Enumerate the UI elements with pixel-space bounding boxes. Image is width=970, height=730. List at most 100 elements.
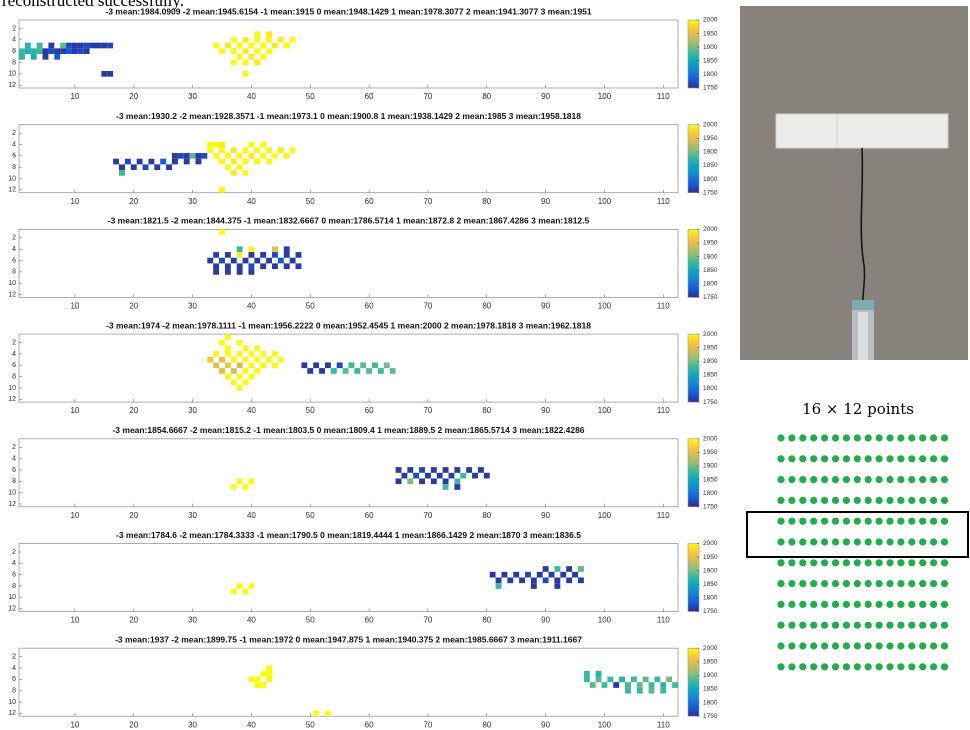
colorbar-tick-label: 1900 [703, 149, 718, 156]
heat-cell [43, 48, 49, 54]
heat-cell [360, 362, 366, 368]
colorbar-tick-label: 1800 [703, 385, 718, 392]
heat-cell [225, 252, 231, 258]
heat-cell [343, 368, 349, 374]
x-tick-label: 60 [365, 406, 374, 415]
x-tick-label: 90 [541, 511, 550, 520]
heat-cell [213, 43, 219, 49]
heat-cell [260, 351, 266, 357]
grid-dot [897, 518, 904, 525]
grid-dot [897, 538, 904, 545]
heat-cell [537, 572, 543, 578]
heat-cell [207, 258, 213, 264]
heat-cell [201, 153, 207, 159]
heat-cell [231, 379, 237, 385]
heat-cell [331, 368, 337, 374]
heat-cell [254, 258, 260, 264]
heat-cell [37, 48, 43, 54]
grid-dot [908, 663, 915, 670]
x-tick-label: 70 [423, 720, 432, 729]
colorbar-tick-label: 1900 [703, 463, 718, 470]
y-tick-label: 2 [12, 549, 16, 556]
y-tick-label: 2 [12, 444, 16, 451]
x-tick-label: 10 [70, 616, 79, 625]
grid-dot [886, 497, 893, 504]
grid-dot [897, 601, 904, 608]
heat-cell [278, 37, 284, 43]
heat-cell [207, 357, 213, 363]
heat-cell [466, 467, 472, 473]
grid-dot [832, 642, 839, 649]
heat-cell [248, 246, 254, 252]
heat-cell [196, 153, 202, 159]
heat-cell [254, 368, 260, 374]
heat-cell [254, 159, 260, 165]
heat-cell [31, 48, 37, 54]
y-tick-label: 4 [12, 246, 16, 253]
dot-grid-caption: 16 × 12 points [802, 400, 914, 418]
x-tick-label: 20 [129, 406, 138, 415]
grid-dot [832, 518, 839, 525]
heat-cell [237, 43, 243, 49]
grid-dot [908, 497, 915, 504]
heat-cell [78, 48, 84, 54]
heat-cell [213, 142, 219, 148]
heat-cell [219, 368, 225, 374]
grid-dot [810, 601, 817, 608]
grid-dot [799, 622, 806, 629]
grid-dot [777, 580, 784, 587]
grid-dot [919, 538, 926, 545]
x-tick-label: 100 [598, 720, 612, 729]
y-tick-label: 10 [8, 385, 16, 392]
heat-cell [260, 54, 266, 60]
grid-dot [919, 601, 926, 608]
grid-dot [810, 434, 817, 441]
heat-cell [213, 351, 219, 357]
heat-cell [519, 578, 525, 584]
heat-cell [213, 362, 219, 368]
heat-cell [107, 71, 113, 77]
heat-cell [248, 269, 254, 275]
heat-cell [95, 43, 101, 49]
x-tick-label: 80 [482, 302, 491, 311]
grid-dot [788, 601, 795, 608]
grid-dot [908, 642, 915, 649]
grid-dot [810, 559, 817, 566]
heat-cell [248, 374, 254, 380]
x-tick-label: 30 [188, 197, 197, 206]
heat-cell [148, 159, 154, 165]
heat-cell [484, 473, 490, 479]
heat-cell [625, 682, 631, 688]
grid-dot [865, 559, 872, 566]
heat-cell [425, 473, 431, 479]
grid-dot [876, 622, 883, 629]
x-tick-label: 90 [541, 616, 550, 625]
colorbar-tick-label: 1800 [703, 490, 718, 497]
grid-dot [788, 476, 795, 483]
y-tick-label: 12 [8, 710, 16, 717]
heat-cell [284, 252, 290, 258]
heat-cell [213, 153, 219, 159]
x-tick-label: 100 [598, 406, 612, 415]
grid-dot [832, 580, 839, 587]
heat-cell [54, 48, 60, 54]
heat-cell [272, 43, 278, 49]
heat-cell [625, 688, 631, 694]
heat-cell [260, 153, 266, 159]
heat-cell [260, 263, 266, 269]
colorbar-tick-label: 1950 [703, 449, 718, 456]
heat-cell [460, 473, 466, 479]
x-tick-label: 60 [365, 511, 374, 520]
heat-cell [396, 467, 402, 473]
x-tick-label: 20 [129, 616, 138, 625]
grid-dot [919, 559, 926, 566]
grid-dot [832, 455, 839, 462]
heat-cell [419, 467, 425, 473]
grid-dot [777, 518, 784, 525]
y-tick-label: 10 [8, 699, 16, 706]
heat-cell [354, 368, 360, 374]
heat-cell [449, 473, 455, 479]
colorbar-tick-label: 1850 [703, 58, 718, 65]
heat-cell [160, 159, 166, 165]
grid-dot [930, 538, 937, 545]
